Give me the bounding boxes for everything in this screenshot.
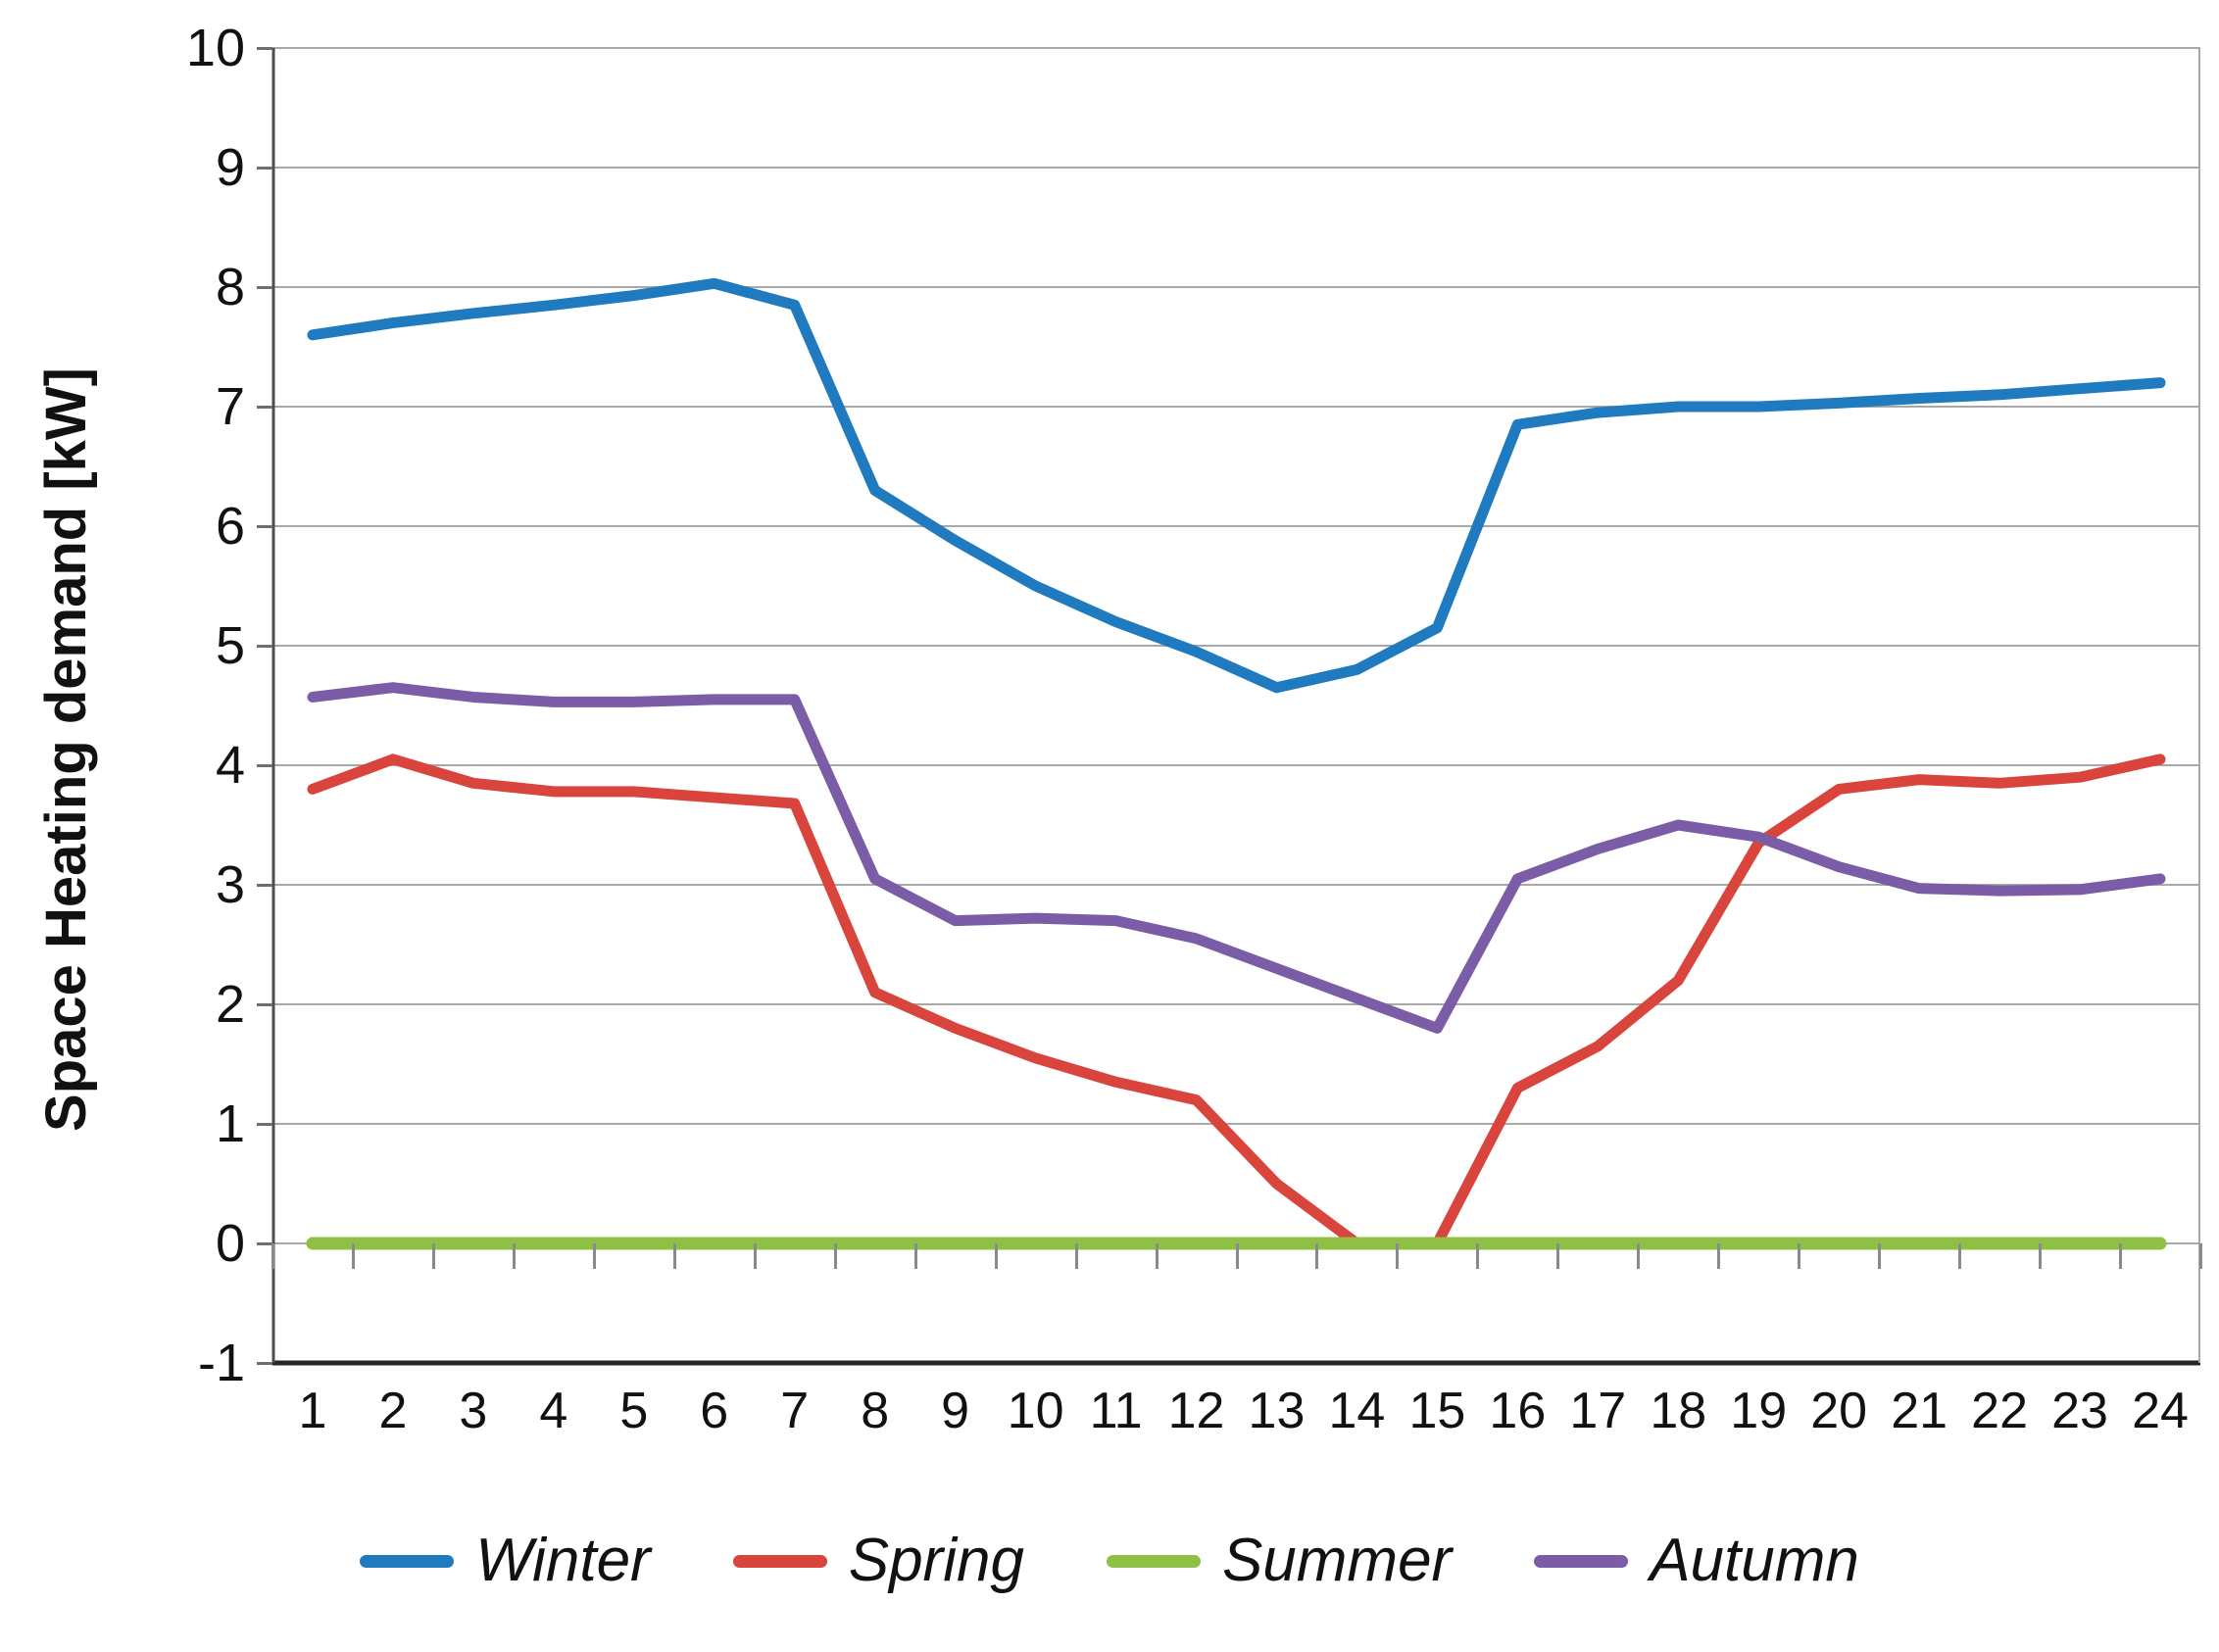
y-axis-tick-mark	[257, 167, 272, 170]
x-axis-tick-label: 17	[1569, 1383, 1627, 1439]
x-axis-tick-label: 1	[298, 1383, 327, 1439]
y-axis-tick-label: 6	[215, 497, 245, 556]
x-axis-tick-label: 15	[1408, 1383, 1466, 1439]
x-axis-tick-mark	[2119, 1243, 2123, 1269]
y-axis-tick-label: 7	[215, 377, 245, 436]
x-axis-tick-mark	[1958, 1243, 1962, 1269]
y-axis-tick-mark	[257, 406, 272, 409]
x-axis-tick-label: 10	[1007, 1383, 1064, 1439]
x-axis-tick-mark	[271, 1243, 274, 1269]
x-axis-tick-mark	[1476, 1243, 1480, 1269]
y-axis-tick-label: 9	[215, 138, 245, 197]
legend: Winter Spring Summer Autumn	[0, 1517, 2219, 1605]
y-axis-tick-mark	[257, 1362, 272, 1365]
legend-label: Autumn	[1650, 1527, 1859, 1594]
legend-label: Winter	[475, 1527, 651, 1594]
x-axis-tick-label: 20	[1810, 1383, 1868, 1439]
x-axis-tick-mark	[2199, 1243, 2202, 1269]
series-line-autumn	[307, 682, 2166, 1034]
x-axis-tick-label: 6	[700, 1383, 729, 1439]
y-axis-tick-label: 2	[215, 975, 245, 1034]
x-axis-tick-mark	[1235, 1243, 1239, 1269]
x-axis-tick-label: 12	[1167, 1383, 1225, 1439]
x-axis-tick-label: 3	[459, 1383, 488, 1439]
y-axis-tick-label: 3	[215, 855, 245, 914]
y-axis-tick-label: 1	[215, 1094, 245, 1153]
x-axis-tick-label: 22	[1971, 1383, 2029, 1439]
x-axis-tick-mark	[592, 1243, 596, 1269]
plot-area	[271, 47, 2200, 1366]
y-axis-tick-label: 4	[215, 736, 245, 795]
x-axis-tick-label: 13	[1248, 1383, 1306, 1439]
y-axis-tick-mark	[257, 47, 272, 50]
x-axis-tick-label: 18	[1650, 1383, 1707, 1439]
x-axis-tick-mark	[1074, 1243, 1078, 1269]
x-axis-tick-mark	[1315, 1243, 1319, 1269]
x-axis-tick-label: 2	[378, 1383, 408, 1439]
y-axis-tick-mark	[257, 764, 272, 767]
x-axis-tick-label: 19	[1730, 1383, 1788, 1439]
x-axis-tick-mark	[1556, 1243, 1560, 1269]
y-axis-tick-mark	[257, 525, 272, 528]
y-axis-tick-mark	[257, 1242, 272, 1245]
legend-item-winter: Winter	[360, 1522, 651, 1600]
legend-item-spring: Spring	[732, 1522, 1024, 1600]
y-axis-tick-mark	[257, 884, 272, 887]
x-axis-tick-mark	[2039, 1243, 2043, 1269]
x-axis-tick-label: 11	[1089, 1383, 1143, 1439]
x-axis-tick-label: 8	[861, 1383, 890, 1439]
y-axis-tick-mark	[257, 645, 272, 648]
series-line-spring	[307, 753, 2166, 1249]
x-axis-tick-label: 23	[2051, 1383, 2108, 1439]
x-axis-tick-label: 16	[1489, 1383, 1547, 1439]
y-axis-tick-mark	[257, 1123, 272, 1126]
x-axis-tick-mark	[1717, 1243, 1721, 1269]
legend-item-autumn: Autumn	[1534, 1522, 1859, 1600]
x-axis-tick-mark	[833, 1243, 837, 1269]
y-axis-title: Space Heating demand [kW]	[34, 367, 98, 1132]
x-axis-tick-mark	[512, 1243, 516, 1269]
legend-swatch-autumn	[1534, 1554, 1629, 1568]
x-axis-tick-mark	[351, 1243, 355, 1269]
x-axis-tick-label: 5	[619, 1383, 649, 1439]
legend-label: Spring	[848, 1527, 1024, 1594]
x-axis-tick-mark	[753, 1243, 757, 1269]
x-axis-tick-mark	[672, 1243, 676, 1269]
x-axis-tick-label: 4	[539, 1383, 568, 1439]
x-axis-tick-mark	[1878, 1243, 1882, 1269]
legend-label: Summer	[1221, 1527, 1453, 1594]
x-axis-tick-label: 9	[941, 1383, 970, 1439]
x-axis-tick-mark	[431, 1243, 435, 1269]
x-axis-tick-mark	[1798, 1243, 1801, 1269]
x-axis-tick-mark	[913, 1243, 917, 1269]
legend-item-summer: Summer	[1106, 1522, 1453, 1600]
x-axis-tick-mark	[994, 1243, 998, 1269]
legend-swatch-winter	[360, 1554, 455, 1568]
x-axis-tick-label: 7	[780, 1383, 810, 1439]
x-axis-tick-mark	[1155, 1243, 1159, 1269]
legend-swatch-spring	[732, 1554, 827, 1568]
legend-swatch-summer	[1106, 1554, 1201, 1568]
y-axis-tick-mark	[257, 1003, 272, 1006]
y-axis-tick-label: 8	[215, 258, 245, 316]
x-axis-tick-label: 21	[1891, 1383, 1948, 1439]
y-axis-tick-label: 10	[185, 19, 245, 77]
x-axis-tick-label: 14	[1328, 1383, 1386, 1439]
x-axis-tick-label: 24	[2132, 1383, 2189, 1439]
plot-canvas	[271, 47, 2200, 1366]
y-axis-tick-label: 5	[215, 616, 245, 675]
y-axis-tick-mark	[257, 286, 272, 289]
x-axis-tick-mark	[1637, 1243, 1641, 1269]
series-line-winter	[307, 277, 2166, 694]
x-axis-tick-mark	[1396, 1243, 1400, 1269]
y-axis-tick-label: -1	[197, 1334, 245, 1392]
y-axis-tick-label: 0	[215, 1214, 245, 1273]
